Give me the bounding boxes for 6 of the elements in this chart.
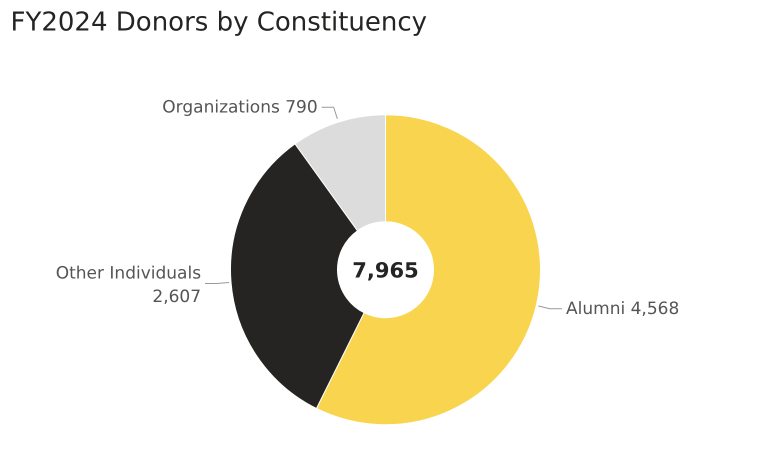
slice-label: Organizations 790 [162, 97, 318, 118]
slice-label: Other Individuals [56, 263, 202, 284]
data-label: 2,607 [152, 287, 202, 308]
text: 7,965 [352, 258, 419, 283]
slice-label: Alumni 4,568 [566, 298, 680, 319]
chart-title: FY2024 Donors by Constituency [10, 8, 428, 38]
